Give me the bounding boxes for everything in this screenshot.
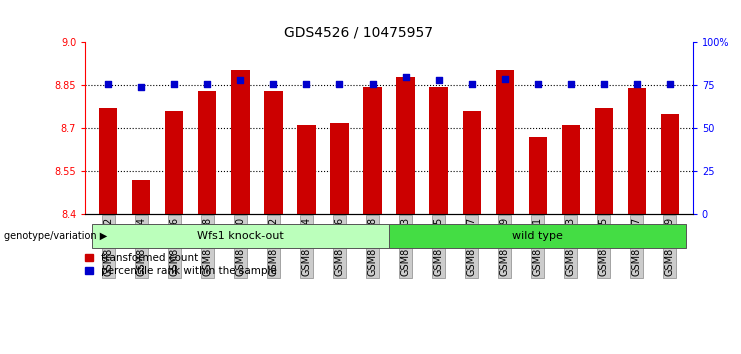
Text: GSM825442: GSM825442 — [268, 217, 279, 276]
Text: GSM825440: GSM825440 — [236, 217, 245, 276]
Legend: transformed count, percentile rank within the sample: transformed count, percentile rank withi… — [85, 253, 276, 276]
Point — [532, 81, 544, 86]
Point — [598, 81, 610, 86]
Text: GSM825447: GSM825447 — [631, 217, 642, 276]
Bar — [297, 125, 316, 214]
Bar — [562, 125, 579, 214]
FancyBboxPatch shape — [92, 224, 389, 248]
Point — [301, 81, 313, 86]
Point — [333, 81, 345, 86]
Point — [102, 81, 114, 86]
Bar — [165, 111, 184, 214]
Bar — [594, 108, 613, 214]
Bar — [330, 122, 348, 214]
Bar — [396, 77, 415, 214]
Text: GSM825445: GSM825445 — [599, 217, 608, 276]
Text: GSM825441: GSM825441 — [533, 217, 542, 276]
Point — [664, 81, 676, 86]
Bar — [231, 70, 250, 214]
Text: GSM825444: GSM825444 — [302, 217, 311, 276]
Text: Wfs1 knock-out: Wfs1 knock-out — [197, 231, 284, 241]
Point — [136, 84, 147, 90]
Text: GSM825439: GSM825439 — [499, 217, 510, 276]
Bar — [661, 114, 679, 214]
Text: GSM825438: GSM825438 — [202, 217, 213, 276]
Bar — [528, 137, 547, 214]
Bar — [265, 91, 282, 214]
Bar — [462, 111, 481, 214]
Text: GSM825436: GSM825436 — [170, 217, 179, 276]
Point — [168, 81, 180, 86]
FancyBboxPatch shape — [389, 224, 686, 248]
Text: GSM825443: GSM825443 — [565, 217, 576, 276]
Point — [367, 81, 379, 86]
Point — [399, 74, 411, 80]
Text: GSM825432: GSM825432 — [103, 217, 113, 276]
Text: GSM825437: GSM825437 — [467, 217, 476, 276]
Text: genotype/variation ▶: genotype/variation ▶ — [4, 231, 107, 241]
Text: GSM825446: GSM825446 — [334, 217, 345, 276]
Point — [202, 81, 213, 86]
Text: wild type: wild type — [512, 231, 563, 241]
Bar — [430, 87, 448, 214]
Bar — [199, 91, 216, 214]
Point — [631, 81, 642, 86]
Bar — [363, 87, 382, 214]
Point — [499, 76, 511, 81]
Point — [268, 81, 279, 86]
Text: GSM825448: GSM825448 — [368, 217, 377, 276]
Bar — [628, 88, 645, 214]
Point — [234, 78, 246, 83]
Point — [565, 81, 576, 86]
Point — [433, 78, 445, 83]
Text: GSM825434: GSM825434 — [136, 217, 147, 276]
Bar — [496, 70, 514, 214]
Bar — [133, 180, 150, 214]
Text: GSM825435: GSM825435 — [433, 217, 444, 276]
Point — [465, 81, 477, 86]
Bar — [99, 108, 117, 214]
Text: GSM825433: GSM825433 — [401, 217, 411, 276]
Text: GSM825449: GSM825449 — [665, 217, 675, 276]
Title: GDS4526 / 10475957: GDS4526 / 10475957 — [284, 26, 433, 40]
